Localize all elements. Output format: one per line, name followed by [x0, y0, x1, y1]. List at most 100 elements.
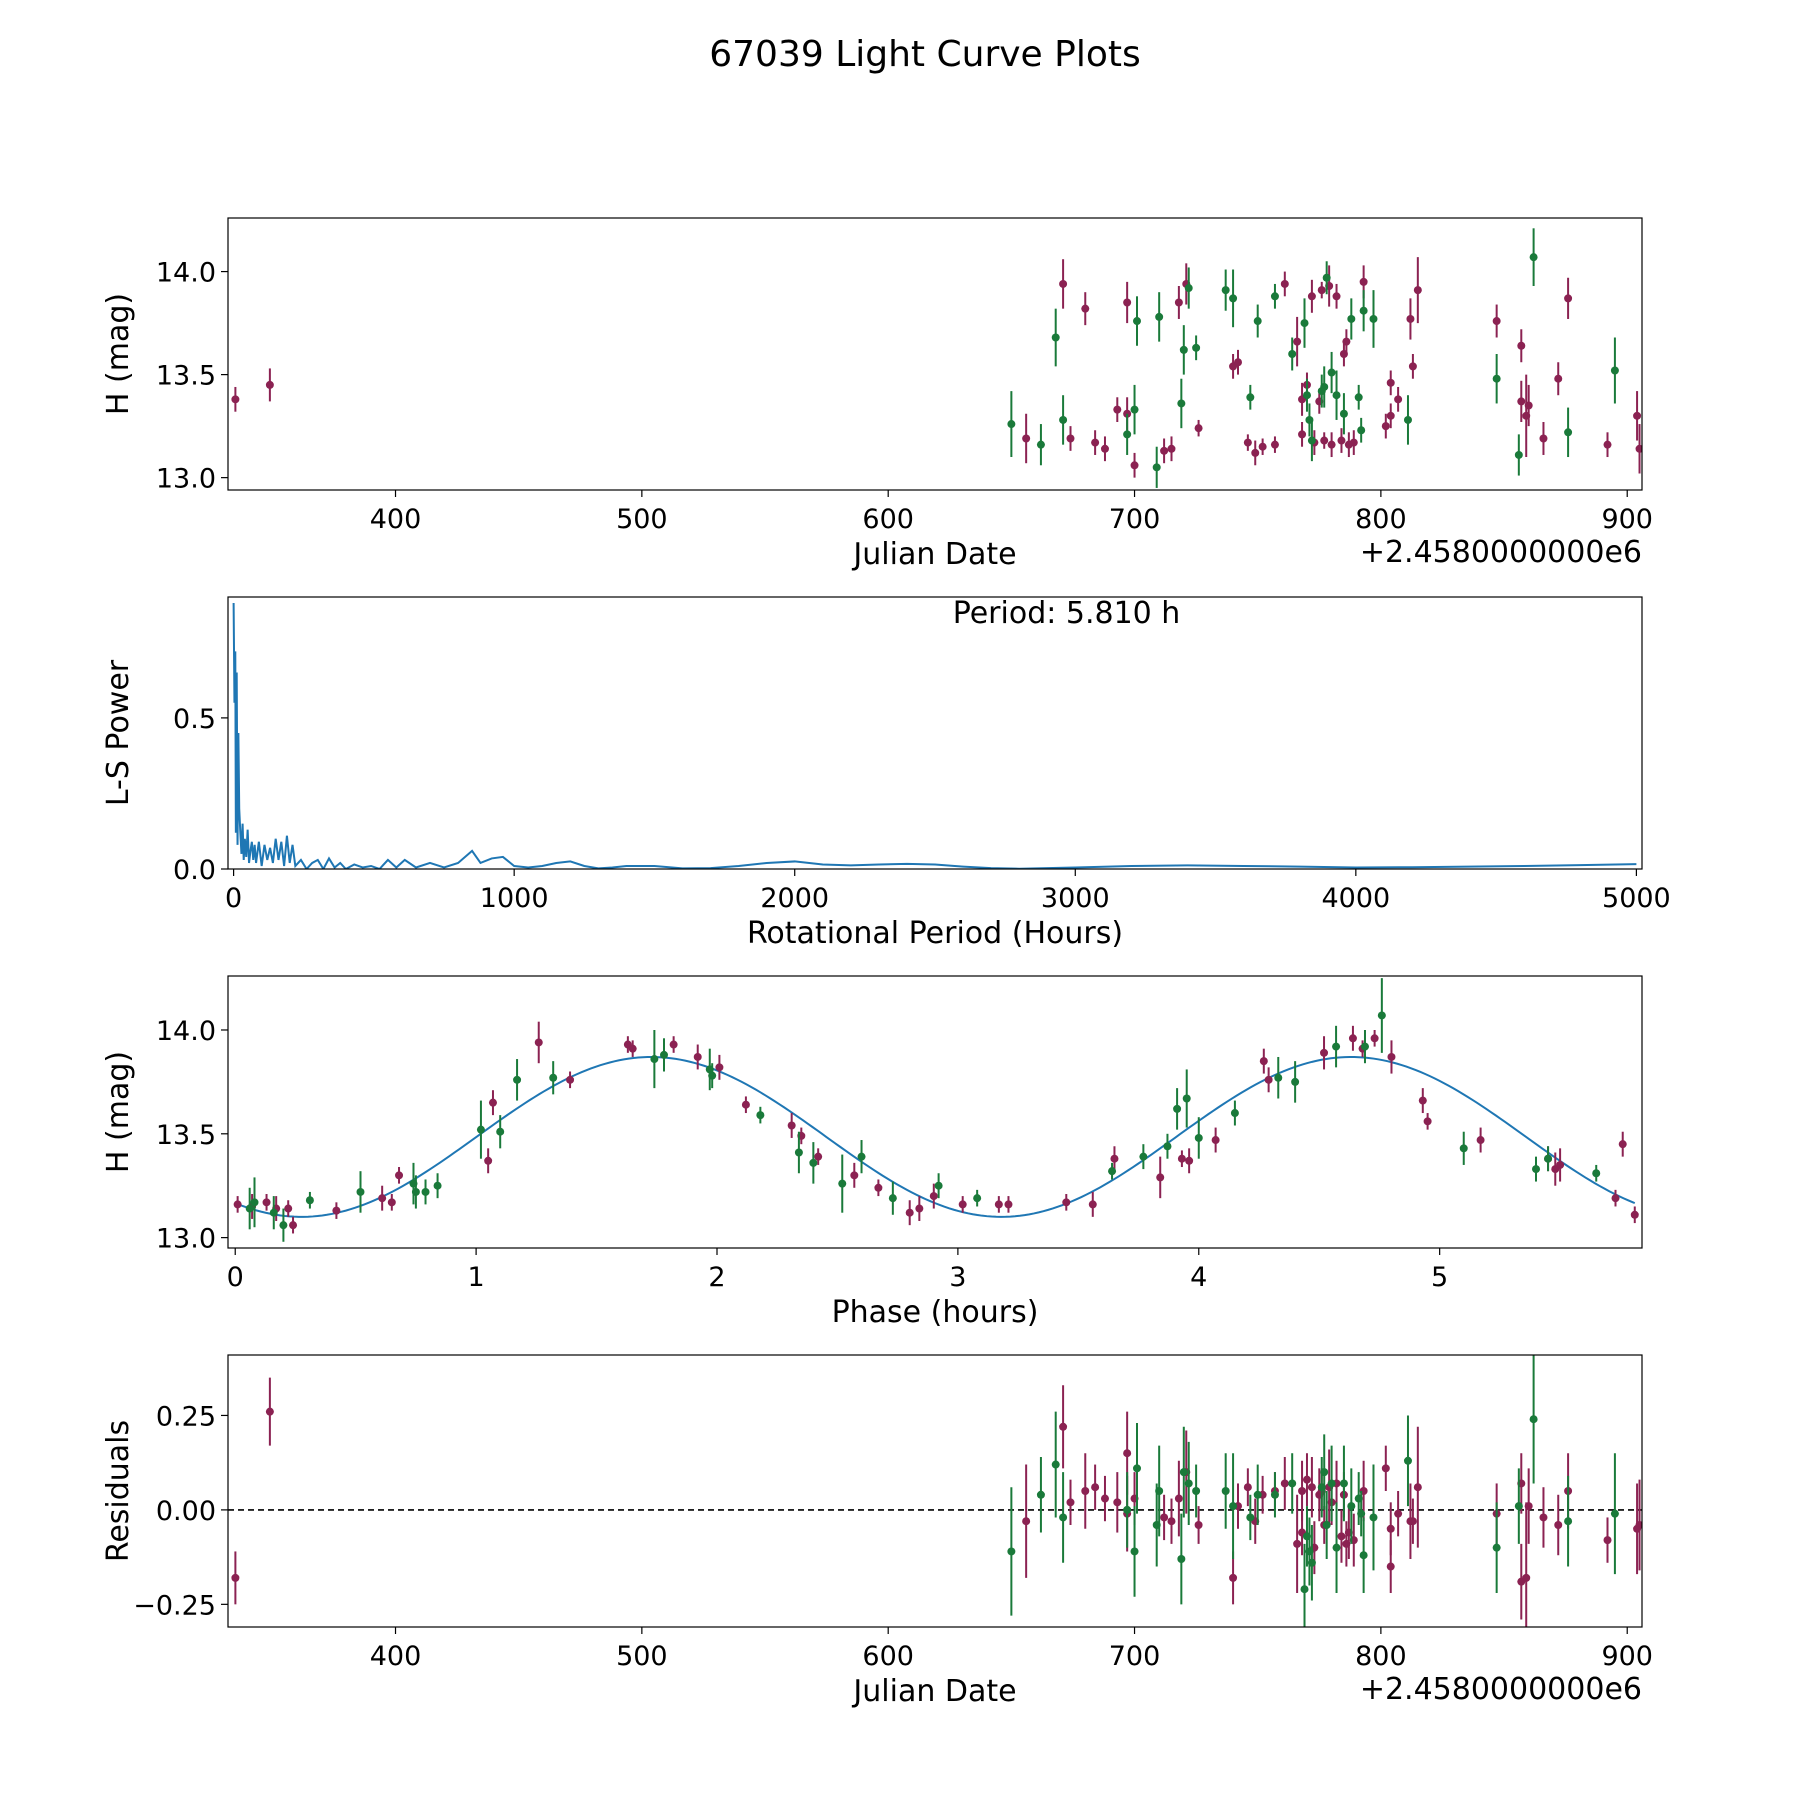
marker	[1133, 1464, 1141, 1473]
data-point-r-band	[1524, 384, 1533, 427]
data-point-g-band	[1322, 1491, 1331, 1559]
marker	[1413, 286, 1422, 295]
data-point-r-band	[1381, 413, 1390, 439]
marker	[814, 1152, 823, 1161]
light-curve-panel: 400 500 600 700 800 900 13.0 13.5 14.0 Julian Dat…	[101, 217, 1653, 572]
marker	[1413, 1483, 1422, 1492]
marker	[650, 1055, 659, 1064]
marker	[1307, 1558, 1316, 1567]
data-point-g-band	[1302, 378, 1311, 412]
marker	[1184, 284, 1193, 293]
data-point-r-band	[233, 1196, 242, 1213]
marker	[356, 1187, 365, 1196]
marker	[1110, 1154, 1119, 1163]
data-point-r-band	[1307, 279, 1316, 313]
data-point-g-band	[1155, 292, 1164, 342]
data-point-r-band	[1194, 1506, 1203, 1544]
marker	[1347, 314, 1356, 323]
marker	[1327, 440, 1336, 449]
marker	[1004, 1200, 1013, 1209]
marker	[1264, 1075, 1273, 1084]
marker	[1307, 1483, 1316, 1492]
data-point-g-band	[1307, 419, 1316, 462]
marker	[1288, 1479, 1297, 1488]
marker	[1476, 1136, 1485, 1145]
marker	[332, 1206, 341, 1215]
marker	[1091, 438, 1100, 447]
data-point-r-band	[1348, 1025, 1357, 1051]
data-point-r-band	[1492, 304, 1501, 338]
data-point-g-band	[1532, 1156, 1541, 1182]
marker	[1179, 1468, 1188, 1477]
marker	[1022, 1517, 1031, 1526]
marker	[1539, 434, 1548, 443]
marker	[973, 1194, 982, 1203]
marker	[1322, 1521, 1331, 1529]
marker	[1155, 312, 1164, 321]
data-point-g-band	[476, 1100, 485, 1159]
marker	[1302, 1475, 1311, 1484]
data-point-r-band	[693, 1044, 702, 1070]
data-point-g-band	[1130, 384, 1139, 435]
data-point-r-band	[1564, 277, 1573, 319]
marker	[1123, 1449, 1132, 1458]
marker	[1293, 337, 1302, 346]
data-point-g-band	[1529, 1355, 1538, 1484]
data-point-r-band	[1211, 1127, 1220, 1153]
marker	[269, 1208, 278, 1217]
marker	[1342, 337, 1351, 346]
marker	[1386, 411, 1395, 420]
marker	[1603, 440, 1612, 449]
y-tick-label: 13.0	[156, 1224, 216, 1255]
data-point-g-band	[756, 1106, 765, 1124]
data-point-g-band	[973, 1189, 982, 1207]
y-tick-label: 13.0	[156, 464, 216, 495]
data-point-r-band	[1280, 271, 1289, 297]
data-point-g-band	[1332, 370, 1341, 420]
marker	[1529, 1415, 1538, 1424]
marker	[1133, 317, 1141, 326]
y-axis-label: H (mag)	[101, 1051, 136, 1173]
marker	[1369, 1513, 1378, 1522]
data-point-r-band	[1476, 1127, 1485, 1153]
marker	[1592, 1169, 1601, 1178]
marker	[1302, 391, 1311, 400]
marker	[1554, 374, 1563, 383]
data-point-g-band	[245, 1187, 254, 1230]
marker	[1081, 1487, 1090, 1495]
marker	[1194, 424, 1203, 433]
data-point-r-band	[1611, 1189, 1620, 1207]
data-point-r-band	[1408, 1498, 1417, 1544]
x-tick-label: 600	[862, 1641, 914, 1672]
marker	[1322, 273, 1331, 282]
marker	[1174, 1494, 1183, 1503]
data-point-g-band	[1221, 1453, 1230, 1529]
marker	[1394, 395, 1403, 404]
data-point-r-band	[1293, 316, 1302, 367]
marker	[1229, 1502, 1238, 1511]
data-point-r-band	[1110, 1146, 1119, 1172]
marker	[958, 1200, 967, 1209]
data-point-r-band	[1081, 1453, 1090, 1529]
data-point-r-band	[1413, 257, 1422, 324]
x-tick-label: 2000	[760, 883, 829, 914]
data-point-r-band	[284, 1200, 293, 1217]
data-point-g-band	[1327, 1445, 1336, 1522]
data-point-g-band	[1036, 424, 1045, 466]
data-point-r-band	[1618, 1131, 1627, 1157]
data-point-g-band	[1327, 351, 1336, 394]
marker	[1221, 1487, 1230, 1495]
marker	[1179, 345, 1188, 354]
marker	[1155, 1487, 1164, 1495]
data-point-r-band	[850, 1162, 859, 1188]
data-point-r-band	[1633, 391, 1642, 441]
marker	[289, 1221, 298, 1230]
data-point-g-band	[1320, 366, 1329, 408]
data-point-g-band	[1221, 269, 1230, 311]
marker	[1524, 401, 1533, 410]
data-point-r-band	[1270, 436, 1279, 453]
marker	[1369, 314, 1378, 323]
marker	[660, 1050, 669, 1059]
data-point-g-band	[1592, 1164, 1601, 1182]
data-point-r-band	[265, 1377, 274, 1446]
